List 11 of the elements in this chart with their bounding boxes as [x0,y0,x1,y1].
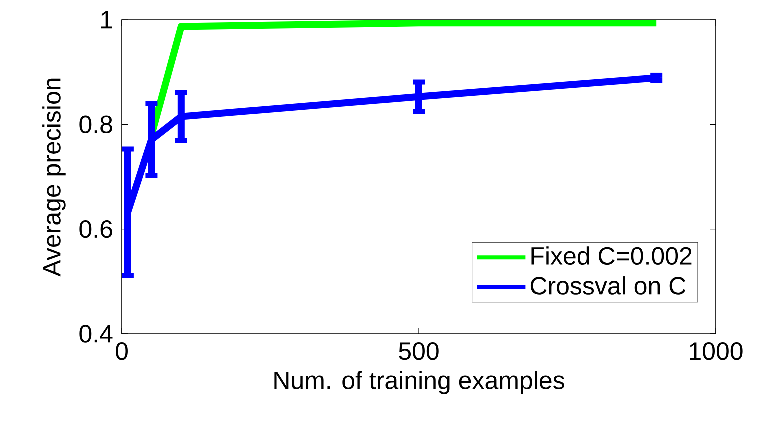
legend-label: Fixed C=0.002 [532,246,692,266]
y-tick-label: 0.8 [80,116,112,134]
y-tick-label: 1 [101,11,112,29]
x-tick-label: 0 [116,342,128,360]
y-axis-title: Average precision [42,78,66,277]
y-tick-label: 0.6 [80,220,112,238]
legend-label: Crossval on C [530,276,686,295]
x-axis-title: Num. of training examples [274,371,564,394]
x-tick-label: 500 [399,342,439,360]
x-tick-label: 1000 [690,342,743,360]
y-tick-label: 0.4 [80,325,113,343]
